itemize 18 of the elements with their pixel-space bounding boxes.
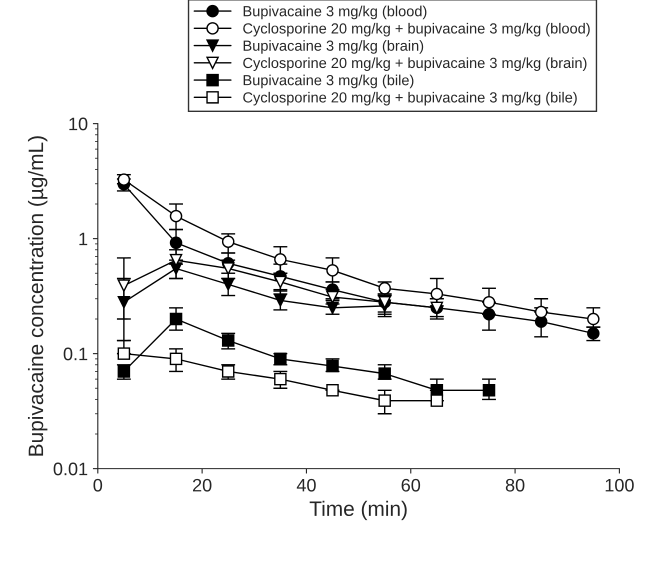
legend-label: Bupivacaine 3 mg/kg (bile) bbox=[244, 74, 414, 88]
y-tick-label: 1 bbox=[79, 232, 88, 246]
legend-label: Cyclosporine 20 mg/kg + bupivacaine 3 mg/kg (blood) bbox=[243, 22, 590, 36]
y-tick-label: 0.01 bbox=[54, 462, 88, 476]
x-tick-label: 80 bbox=[506, 478, 524, 492]
legend-label: Cyclosporine 20 mg/kg + bupivacaine 3 mg/kg (brain) bbox=[243, 57, 586, 71]
y-axis-title: Bupivacaine concentration (µg/mL) bbox=[28, 136, 48, 456]
legend-label: Cyclosporine 20 mg/kg + bupivacaine 3 mg/kg (bile) bbox=[243, 92, 577, 106]
x-axis-title: Time (min) bbox=[310, 500, 407, 520]
y-tick-label: 0.1 bbox=[64, 348, 88, 360]
legend-label: Bupivacaine 3 mg/kg (blood) bbox=[244, 6, 426, 20]
x-tick-label: 0 bbox=[93, 478, 102, 492]
x-tick-label: 60 bbox=[402, 478, 420, 492]
legend-label: Bupivacaine 3 mg/kg (brain) bbox=[244, 40, 424, 54]
x-tick-label: 40 bbox=[296, 478, 316, 492]
x-tick-label: 100 bbox=[606, 478, 634, 492]
y-tick-label: 10 bbox=[69, 118, 88, 130]
x-tick-label: 20 bbox=[192, 478, 212, 492]
